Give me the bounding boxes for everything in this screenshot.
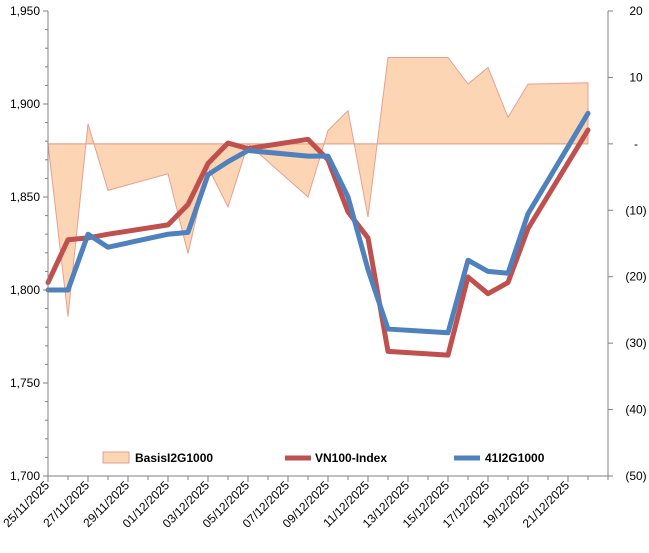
y-left-tick-label: 1,950: [10, 4, 40, 18]
y-left-tick-label: 1,900: [10, 97, 40, 111]
y-right-tick-label: -: [634, 137, 638, 151]
series-line-41i2g1000: [45, 110, 591, 336]
y-right-tick-label: (50): [625, 469, 646, 483]
series-line-vn100-index: [45, 127, 591, 358]
y-left-tick-label: 1,800: [10, 283, 40, 297]
legend-label-basis: BasisI2G1000: [135, 451, 213, 465]
y-right-tick-label: 10: [629, 70, 643, 84]
y-left-tick-label: 1,850: [10, 190, 40, 204]
y-left-tick-label: 1,750: [10, 376, 40, 390]
index-lines-group: [45, 110, 591, 358]
legend-label-vn100: VN100-Index: [315, 451, 387, 465]
y-right-tick-label: (20): [625, 270, 646, 284]
series-area-basisi2g1000: [47, 57, 589, 317]
legend-label-41i2g1000: 41I2G1000: [485, 451, 545, 465]
y-right-tick-label: 20: [629, 4, 643, 18]
y-right-tick-label: (30): [625, 336, 646, 350]
legend: BasisI2G1000 VN100-Index 41I2G1000: [102, 451, 545, 465]
y-right-tick-label: (40): [625, 403, 646, 417]
y-right-tick-label: (10): [625, 203, 646, 217]
y-left-tick-label: 1,700: [10, 469, 40, 483]
legend-swatch-basis: [102, 451, 130, 464]
